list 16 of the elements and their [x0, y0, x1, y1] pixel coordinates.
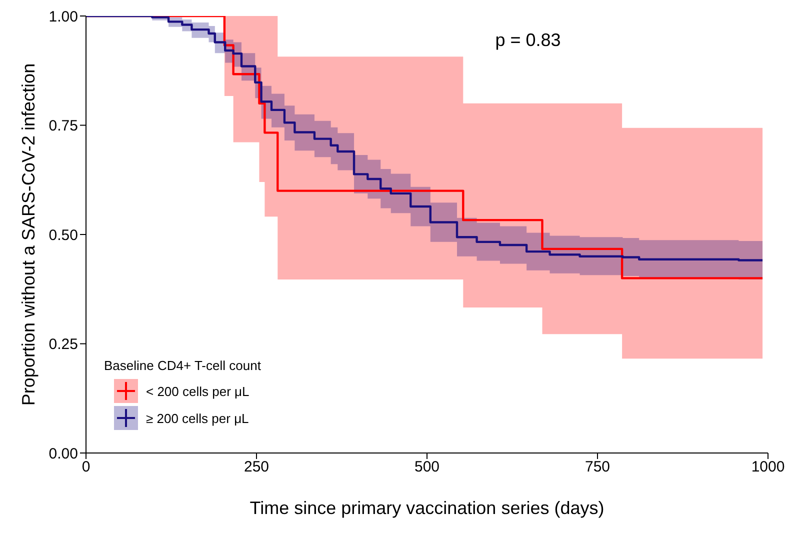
x-tick-label: 500 — [414, 458, 440, 476]
y-tick-label: 1.00 — [48, 8, 78, 26]
annotation: p = 0.83 — [495, 30, 561, 51]
legend-label: ≥ 200 cells per μL — [146, 410, 249, 426]
x-tick-label: 250 — [244, 458, 270, 476]
x-tick-label: 1000 — [751, 458, 785, 476]
y-tick-label: 0.25 — [48, 336, 78, 354]
y-tick-label: 0.50 — [48, 226, 78, 244]
x-tick-label: 750 — [584, 458, 610, 476]
y-axis-title: Proportion without a SARS-CoV-2 infection — [18, 63, 38, 406]
x-tick-label: 0 — [82, 458, 90, 476]
y-tick-label: 0.75 — [48, 118, 78, 135]
legend-title: Baseline CD4+ T-cell count — [104, 358, 261, 373]
y-tick-label: 0.00 — [48, 445, 78, 462]
legend-label: < 200 cells per μL — [146, 384, 250, 398]
x-axis-title: Time since primary vaccination series (days) — [250, 498, 604, 518]
